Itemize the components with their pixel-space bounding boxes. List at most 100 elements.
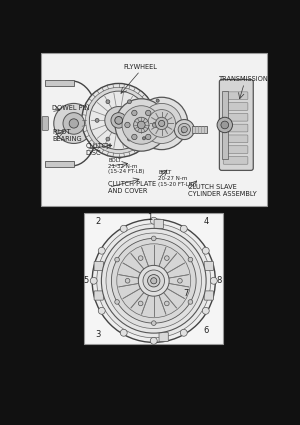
Circle shape bbox=[134, 117, 149, 133]
Circle shape bbox=[138, 301, 143, 306]
Circle shape bbox=[138, 256, 143, 261]
Circle shape bbox=[125, 278, 130, 283]
Circle shape bbox=[164, 301, 169, 306]
FancyBboxPatch shape bbox=[223, 156, 248, 164]
Circle shape bbox=[120, 329, 127, 336]
Circle shape bbox=[202, 307, 209, 314]
Text: 3: 3 bbox=[96, 330, 101, 339]
Circle shape bbox=[128, 137, 131, 141]
FancyBboxPatch shape bbox=[40, 53, 267, 206]
FancyBboxPatch shape bbox=[94, 291, 103, 300]
Circle shape bbox=[178, 123, 190, 136]
FancyBboxPatch shape bbox=[85, 212, 223, 343]
FancyBboxPatch shape bbox=[223, 146, 248, 153]
Text: FLYWHEEL: FLYWHEEL bbox=[123, 64, 157, 70]
Text: 8: 8 bbox=[216, 276, 222, 285]
Bar bbox=[192, 127, 207, 133]
Text: 6: 6 bbox=[204, 326, 209, 335]
Text: CLUTCH PLATE
AND COVER: CLUTCH PLATE AND COVER bbox=[109, 181, 157, 194]
Circle shape bbox=[138, 119, 142, 122]
Text: TRANSMISSION: TRANSMISSION bbox=[219, 76, 269, 82]
Circle shape bbox=[155, 117, 168, 130]
Circle shape bbox=[92, 219, 215, 343]
FancyBboxPatch shape bbox=[223, 113, 248, 121]
FancyBboxPatch shape bbox=[223, 135, 248, 143]
FancyBboxPatch shape bbox=[222, 91, 228, 159]
Text: 5: 5 bbox=[83, 276, 88, 285]
Circle shape bbox=[159, 120, 165, 127]
Circle shape bbox=[146, 110, 151, 116]
Circle shape bbox=[125, 122, 130, 128]
Text: 4: 4 bbox=[204, 217, 209, 227]
Circle shape bbox=[152, 122, 158, 128]
Circle shape bbox=[151, 278, 157, 284]
Circle shape bbox=[132, 110, 137, 116]
Circle shape bbox=[120, 225, 127, 232]
Text: 2: 2 bbox=[96, 217, 101, 227]
Circle shape bbox=[82, 83, 156, 157]
Circle shape bbox=[106, 233, 202, 329]
FancyBboxPatch shape bbox=[223, 92, 248, 99]
Circle shape bbox=[106, 100, 110, 104]
Circle shape bbox=[117, 244, 191, 318]
Text: BOLT
20-27 N-m
(15-20 FT-LB): BOLT 20-27 N-m (15-20 FT-LB) bbox=[158, 170, 195, 187]
Circle shape bbox=[178, 278, 182, 283]
Circle shape bbox=[98, 307, 105, 314]
Circle shape bbox=[180, 225, 187, 232]
Circle shape bbox=[142, 103, 182, 144]
Circle shape bbox=[137, 121, 145, 129]
Circle shape bbox=[138, 265, 169, 296]
FancyBboxPatch shape bbox=[219, 79, 253, 170]
Circle shape bbox=[90, 277, 97, 284]
Bar bbox=[44, 161, 74, 167]
Circle shape bbox=[69, 119, 78, 128]
Circle shape bbox=[174, 119, 194, 139]
Circle shape bbox=[148, 275, 160, 287]
Circle shape bbox=[54, 103, 94, 144]
Circle shape bbox=[164, 256, 169, 261]
Circle shape bbox=[152, 321, 156, 326]
Circle shape bbox=[150, 337, 157, 344]
FancyBboxPatch shape bbox=[159, 332, 168, 342]
FancyBboxPatch shape bbox=[154, 219, 163, 229]
Circle shape bbox=[150, 217, 157, 224]
FancyBboxPatch shape bbox=[204, 261, 213, 271]
Circle shape bbox=[106, 137, 110, 141]
Circle shape bbox=[122, 106, 160, 144]
Circle shape bbox=[95, 119, 99, 122]
Bar bbox=[44, 79, 74, 86]
Circle shape bbox=[181, 127, 188, 133]
Circle shape bbox=[210, 277, 217, 284]
Text: 1: 1 bbox=[147, 213, 152, 222]
FancyBboxPatch shape bbox=[94, 261, 103, 271]
Circle shape bbox=[132, 134, 137, 140]
Text: PILOT
BEARING: PILOT BEARING bbox=[52, 129, 82, 142]
Text: CLUTCH
DISC: CLUTCH DISC bbox=[86, 143, 112, 156]
Circle shape bbox=[63, 113, 85, 134]
Circle shape bbox=[148, 110, 176, 137]
Circle shape bbox=[146, 134, 151, 140]
Circle shape bbox=[143, 270, 164, 292]
Circle shape bbox=[188, 257, 193, 262]
Circle shape bbox=[98, 247, 105, 254]
Circle shape bbox=[101, 228, 206, 333]
Circle shape bbox=[136, 97, 188, 150]
Circle shape bbox=[111, 238, 196, 323]
Text: CLUTCH SLAVE
CYLINDER ASSEMBLY: CLUTCH SLAVE CYLINDER ASSEMBLY bbox=[188, 184, 256, 197]
Circle shape bbox=[182, 130, 185, 133]
Circle shape bbox=[156, 99, 159, 102]
FancyBboxPatch shape bbox=[204, 291, 213, 300]
FancyBboxPatch shape bbox=[223, 124, 248, 132]
Text: BOLT
21-32 N-m
(15-24 FT-LB): BOLT 21-32 N-m (15-24 FT-LB) bbox=[109, 158, 145, 174]
Circle shape bbox=[111, 113, 126, 128]
Circle shape bbox=[142, 137, 146, 140]
FancyBboxPatch shape bbox=[223, 102, 248, 110]
Text: DOWEL PIN: DOWEL PIN bbox=[52, 105, 89, 111]
Circle shape bbox=[180, 329, 187, 336]
Circle shape bbox=[97, 224, 211, 338]
Circle shape bbox=[188, 300, 193, 304]
Circle shape bbox=[85, 87, 152, 153]
Circle shape bbox=[202, 247, 209, 254]
Circle shape bbox=[89, 91, 148, 150]
Circle shape bbox=[152, 236, 156, 241]
